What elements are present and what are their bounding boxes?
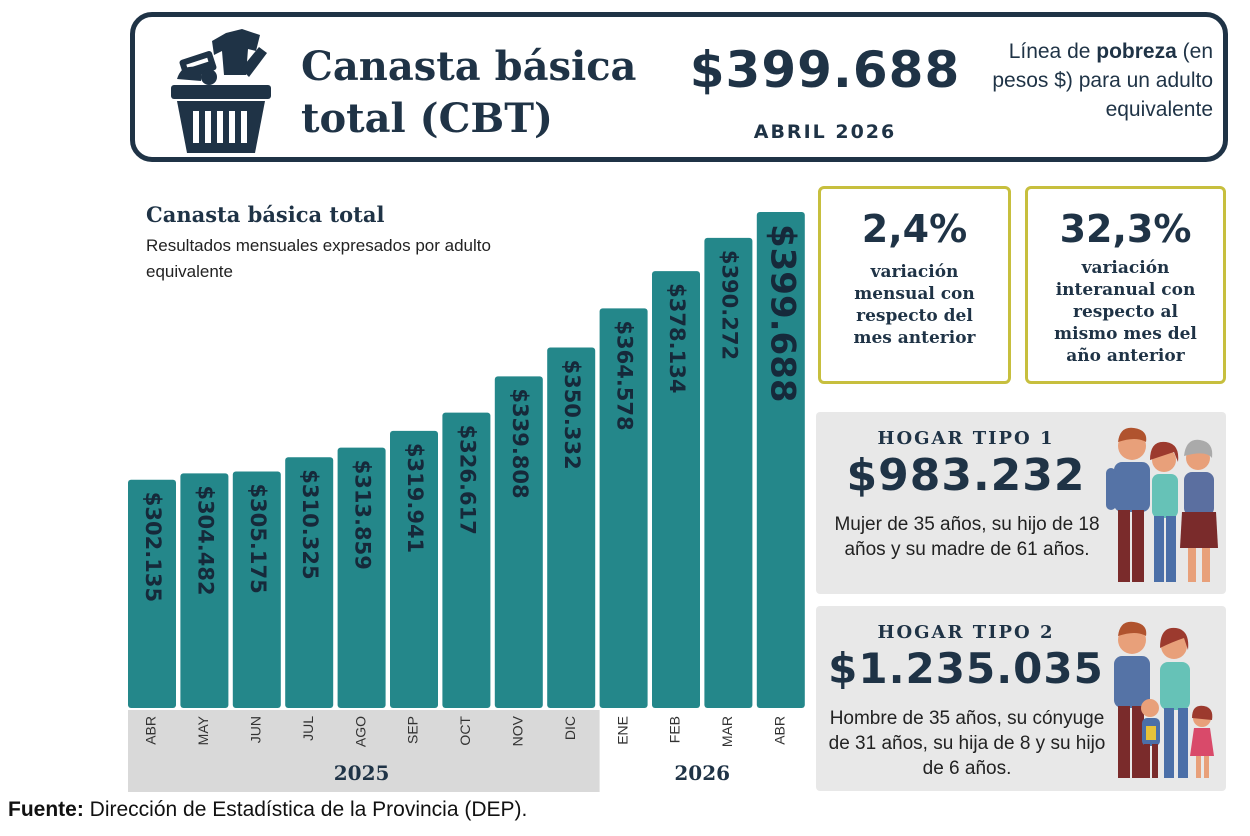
bar-oct-6 bbox=[442, 412, 491, 708]
hogar-2-amount: $1.235.035 bbox=[828, 644, 1104, 693]
monthly-variation-card: 2,4% variación mensual con respecto del … bbox=[818, 186, 1011, 384]
bar-value-label: $310.325 bbox=[298, 469, 322, 579]
year-label-2025: 2025 bbox=[334, 761, 390, 785]
cbt-bar-chart: $302.135 ABR $304.482 MAY $305.175 JUN $310.32… bbox=[128, 212, 805, 792]
monthly-variation-text: variación mensual con respecto del mes a… bbox=[853, 262, 976, 348]
banner-description: Línea de pobreza (en pesos $) para un ad… bbox=[961, 37, 1213, 124]
bar-value-label: $350.332 bbox=[560, 359, 584, 469]
banner-desc-bold: pobreza bbox=[1096, 40, 1177, 63]
shopping-basket-icon bbox=[171, 29, 271, 153]
month-tick-label: FEB bbox=[667, 716, 683, 743]
source-text: Dirección de Estadística de la Provincia… bbox=[89, 798, 528, 821]
bar-value-label: $390.272 bbox=[717, 250, 741, 360]
hogar-tipo-1-card: HOGAR TIPO 1 $983.232 Mujer de 35 años, … bbox=[816, 412, 1226, 594]
month-tick-label: MAR bbox=[719, 716, 735, 747]
annual-variation-card: 32,3% variación interanual con respecto … bbox=[1025, 186, 1226, 384]
bar-value-label: $399.688 bbox=[762, 224, 802, 403]
hogar-2-description: Hombre de 35 años, su cónyuge de 31 años… bbox=[828, 708, 1106, 779]
bar-ago-4 bbox=[337, 447, 386, 708]
month-tick-label: SEP bbox=[405, 716, 421, 744]
chart-title: Canasta básica total bbox=[146, 202, 385, 227]
bar-mar-11 bbox=[704, 237, 753, 708]
monthly-variation-value: 2,4% bbox=[861, 207, 968, 251]
hogar-1-label: HOGAR TIPO 1 bbox=[877, 428, 1055, 449]
bar-value-label: $302.135 bbox=[141, 492, 165, 602]
bar-dic-8 bbox=[547, 347, 596, 708]
month-tick-label: NOV bbox=[510, 715, 526, 746]
banner-desc-suffix: (en pesos $) para un adulto equivalente bbox=[992, 40, 1213, 121]
month-tick-label: ENE bbox=[614, 716, 630, 745]
bar-value-label: $304.482 bbox=[193, 485, 217, 595]
bar-nov-7 bbox=[494, 376, 543, 708]
bar-value-label: $305.175 bbox=[246, 483, 270, 593]
source-note: Fuente: Dirección de Estadística de la P… bbox=[8, 798, 527, 822]
hogar-tipo-2-card: HOGAR TIPO 2 $1.235.035 Hombre de 35 año… bbox=[816, 606, 1226, 791]
bar-abr-12 bbox=[756, 212, 805, 708]
bar-value-label: $339.808 bbox=[508, 388, 532, 498]
hogar-1-description: Mujer de 35 años, su hijo de 18 años y s… bbox=[834, 514, 1100, 560]
bar-abr-0 bbox=[128, 479, 176, 708]
bar-may-1 bbox=[180, 473, 229, 708]
annual-variation-value: 32,3% bbox=[1059, 207, 1192, 251]
banner-period: ABRIL 2026 bbox=[753, 121, 897, 143]
month-tick-label: ABR bbox=[772, 716, 788, 745]
family-with-children-icon bbox=[1114, 621, 1214, 778]
bar-feb-10 bbox=[652, 271, 700, 708]
annual-variation-text: variación interanual con respecto al mis… bbox=[1054, 258, 1197, 366]
family-three-adults-icon bbox=[1106, 427, 1218, 582]
month-tick-label: AGO bbox=[352, 716, 368, 747]
month-tick-label: ABR bbox=[143, 716, 159, 745]
bar-value-label: $313.859 bbox=[351, 460, 375, 570]
source-label: Fuente: bbox=[8, 798, 84, 821]
month-tick-label: DIC bbox=[562, 716, 578, 740]
year-band-2025 bbox=[128, 710, 600, 792]
hogar-1-amount: $983.232 bbox=[846, 450, 1086, 501]
bar-ene-9 bbox=[599, 308, 648, 708]
bar-value-label: $378.134 bbox=[665, 283, 689, 393]
month-tick-label: JUN bbox=[248, 716, 264, 743]
month-tick-label: MAY bbox=[195, 715, 211, 745]
bar-jul-3 bbox=[285, 457, 334, 708]
bar-jun-2 bbox=[232, 471, 281, 708]
banner-desc-prefix: Línea de bbox=[1008, 40, 1091, 63]
chart-subtitle: Resultados mensuales expresados por adul… bbox=[146, 236, 491, 281]
bar-value-label: $326.617 bbox=[455, 425, 479, 535]
banner-amount: $399.688 bbox=[689, 41, 961, 99]
bar-sep-5 bbox=[390, 430, 438, 708]
banner-title: Canasta básica total (CBT) bbox=[301, 43, 637, 142]
bar-value-label: $319.941 bbox=[403, 443, 427, 553]
month-tick-label: OCT bbox=[457, 716, 473, 746]
hogar-2-label: HOGAR TIPO 2 bbox=[877, 622, 1055, 643]
year-label-2026: 2026 bbox=[674, 761, 730, 785]
bar-value-label: $364.578 bbox=[613, 320, 637, 430]
month-tick-label: JUL bbox=[300, 716, 316, 741]
cbt-banner: Canasta básica total (CBT) $399.688 ABRI… bbox=[130, 12, 1228, 162]
